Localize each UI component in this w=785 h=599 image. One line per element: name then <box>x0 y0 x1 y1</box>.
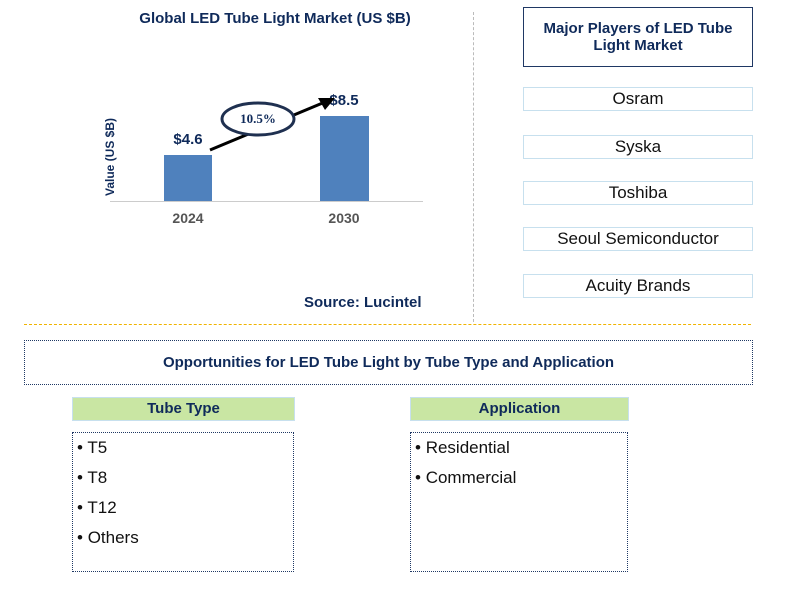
players-title: Major Players of LED Tube Light Market <box>523 7 753 67</box>
application-header: Application <box>410 397 629 421</box>
tube-type-list: • T5 • T8 • T12 • Others <box>72 432 294 572</box>
cagr-label: 10.5% <box>240 111 276 126</box>
x-axis-line <box>110 201 423 202</box>
list-item: • Residential <box>415 438 510 457</box>
bar-2024 <box>164 155 212 201</box>
bar-2030 <box>320 116 369 201</box>
player-item: Osram <box>523 87 753 111</box>
horizontal-divider <box>24 324 751 325</box>
x-tick-2024: 2024 <box>172 210 204 226</box>
opportunities-title: Opportunities for LED Tube Light by Tube… <box>24 340 753 385</box>
list-item: • Commercial <box>415 468 517 487</box>
y-axis-label: Value (US $B) <box>103 117 117 197</box>
player-item: Seoul Semiconductor <box>523 227 753 251</box>
list-item: • T12 <box>77 498 117 517</box>
list-item: • T5 <box>77 438 108 457</box>
list-item: • Others <box>77 528 139 547</box>
chart-title: Global LED Tube Light Market (US $B) <box>139 10 411 27</box>
player-item: Toshiba <box>523 181 753 205</box>
tube-type-header: Tube Type <box>72 397 295 421</box>
list-item: • T8 <box>77 468 108 487</box>
player-item: Acuity Brands <box>523 274 753 298</box>
application-list: • Residential • Commercial <box>410 432 628 572</box>
data-label-2030: $8.5 <box>329 92 359 109</box>
data-label-2024: $4.6 <box>173 131 203 148</box>
growth-arrow <box>209 98 335 152</box>
vertical-divider <box>473 12 474 322</box>
x-tick-2030: 2030 <box>328 210 360 226</box>
player-item: Syska <box>523 135 753 159</box>
source-label: Source: Lucintel <box>304 294 422 311</box>
